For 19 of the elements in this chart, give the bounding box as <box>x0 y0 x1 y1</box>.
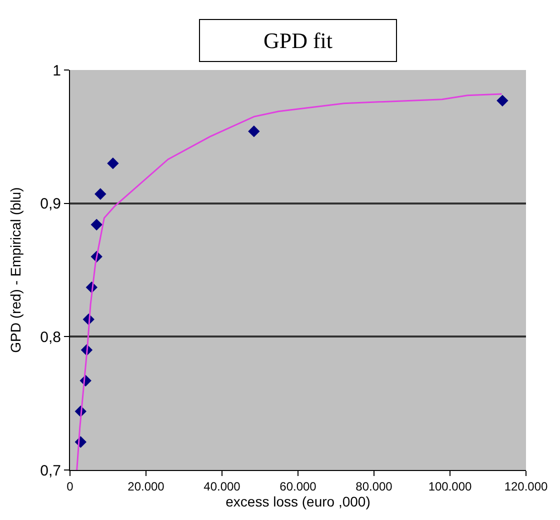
y-tick-label: 0,8 <box>40 328 61 346</box>
point <box>94 188 106 200</box>
x-tick-label: 20.000 <box>128 479 165 494</box>
y-axis-title: GPD (red) - Empirical (blu) <box>8 187 24 353</box>
point <box>248 125 260 138</box>
x-axis-title: excess loss (euro ,000) <box>226 493 370 510</box>
x-tick-label: 0 <box>66 479 74 494</box>
point <box>496 94 508 107</box>
x-tick-label: 60.000 <box>280 479 317 494</box>
x-tick-label: 80.000 <box>356 479 393 494</box>
point <box>90 218 102 231</box>
x-tick-label: 100.000 <box>428 479 472 494</box>
y-tick-label: 1 <box>52 62 61 80</box>
x-tick-label: 120.000 <box>504 479 548 494</box>
y-tick-label: 0,7 <box>40 462 61 480</box>
point <box>107 157 119 170</box>
y-tick-label: 0,9 <box>40 196 61 213</box>
chart-title: GPD fit <box>263 28 333 53</box>
x-tick-label: 40.000 <box>204 479 241 494</box>
